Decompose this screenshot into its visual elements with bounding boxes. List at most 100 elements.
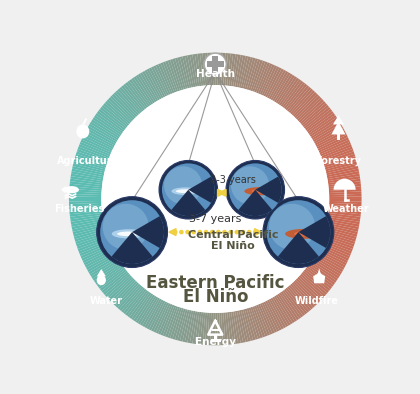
Ellipse shape <box>117 232 140 236</box>
Polygon shape <box>218 190 225 196</box>
Wedge shape <box>318 135 348 151</box>
Wedge shape <box>121 286 144 313</box>
Wedge shape <box>190 54 197 87</box>
Wedge shape <box>76 234 108 247</box>
Circle shape <box>253 230 257 234</box>
Wedge shape <box>301 103 327 126</box>
Circle shape <box>159 160 218 219</box>
Wedge shape <box>117 284 140 309</box>
Wedge shape <box>254 61 268 93</box>
Wedge shape <box>282 81 303 108</box>
Wedge shape <box>225 312 231 345</box>
Wedge shape <box>95 264 123 285</box>
Wedge shape <box>270 297 289 327</box>
Wedge shape <box>281 291 301 319</box>
Circle shape <box>173 230 178 234</box>
Wedge shape <box>287 85 309 112</box>
Wedge shape <box>205 313 209 345</box>
Wedge shape <box>286 288 307 314</box>
Wedge shape <box>173 58 184 90</box>
Wedge shape <box>75 232 107 244</box>
Wedge shape <box>72 223 104 232</box>
Wedge shape <box>326 225 358 234</box>
Wedge shape <box>327 219 360 227</box>
Text: Forestry: Forestry <box>315 156 362 166</box>
Wedge shape <box>328 176 360 183</box>
Wedge shape <box>243 309 253 341</box>
Wedge shape <box>229 312 236 344</box>
Wedge shape <box>239 310 248 342</box>
Polygon shape <box>169 229 176 236</box>
Ellipse shape <box>171 188 199 195</box>
Wedge shape <box>322 238 353 251</box>
Wedge shape <box>215 313 218 345</box>
Wedge shape <box>175 309 186 340</box>
Wedge shape <box>75 230 106 242</box>
Wedge shape <box>134 294 153 322</box>
Wedge shape <box>202 312 207 345</box>
Ellipse shape <box>97 275 106 285</box>
Wedge shape <box>81 139 111 154</box>
Wedge shape <box>188 177 215 203</box>
Wedge shape <box>81 243 111 258</box>
Wedge shape <box>83 135 113 151</box>
Wedge shape <box>223 53 228 85</box>
Wedge shape <box>267 299 284 329</box>
Circle shape <box>263 197 334 268</box>
Wedge shape <box>195 312 201 344</box>
Wedge shape <box>277 294 297 322</box>
Wedge shape <box>70 178 102 185</box>
Circle shape <box>197 230 202 234</box>
Wedge shape <box>86 128 116 145</box>
Wedge shape <box>284 82 305 109</box>
Wedge shape <box>304 269 331 291</box>
Wedge shape <box>320 142 351 156</box>
Wedge shape <box>297 97 322 121</box>
Wedge shape <box>299 216 330 248</box>
Wedge shape <box>267 69 284 98</box>
Wedge shape <box>328 184 361 189</box>
Circle shape <box>101 85 329 313</box>
Wedge shape <box>260 303 275 334</box>
Wedge shape <box>333 179 356 190</box>
Polygon shape <box>333 115 344 125</box>
Wedge shape <box>302 105 329 127</box>
Wedge shape <box>286 84 307 110</box>
Text: Fisheries: Fisheries <box>54 204 104 214</box>
Wedge shape <box>77 149 108 162</box>
Wedge shape <box>247 58 258 90</box>
Wedge shape <box>310 261 338 281</box>
Wedge shape <box>114 92 137 117</box>
Wedge shape <box>94 115 122 135</box>
Wedge shape <box>70 181 102 187</box>
Wedge shape <box>74 159 106 169</box>
Wedge shape <box>138 296 157 324</box>
Wedge shape <box>245 309 256 340</box>
Wedge shape <box>207 313 211 345</box>
Wedge shape <box>276 295 295 323</box>
Wedge shape <box>84 132 114 149</box>
Text: El Niño: El Niño <box>212 241 255 251</box>
Wedge shape <box>250 60 263 91</box>
Wedge shape <box>328 174 360 181</box>
Wedge shape <box>265 67 282 97</box>
Wedge shape <box>256 305 270 336</box>
Wedge shape <box>300 274 326 297</box>
Wedge shape <box>147 69 163 98</box>
Text: Eastern Pacific: Eastern Pacific <box>146 275 284 292</box>
Wedge shape <box>71 176 103 183</box>
Wedge shape <box>319 243 350 258</box>
Wedge shape <box>256 62 270 93</box>
Wedge shape <box>311 119 339 139</box>
Wedge shape <box>210 313 213 345</box>
Wedge shape <box>247 308 258 340</box>
Circle shape <box>220 191 224 195</box>
Wedge shape <box>320 242 351 256</box>
Wedge shape <box>160 305 174 336</box>
Wedge shape <box>71 219 103 227</box>
Wedge shape <box>200 53 205 85</box>
Wedge shape <box>241 310 251 342</box>
Text: Health: Health <box>196 69 235 79</box>
Circle shape <box>204 53 226 75</box>
Wedge shape <box>90 258 118 277</box>
